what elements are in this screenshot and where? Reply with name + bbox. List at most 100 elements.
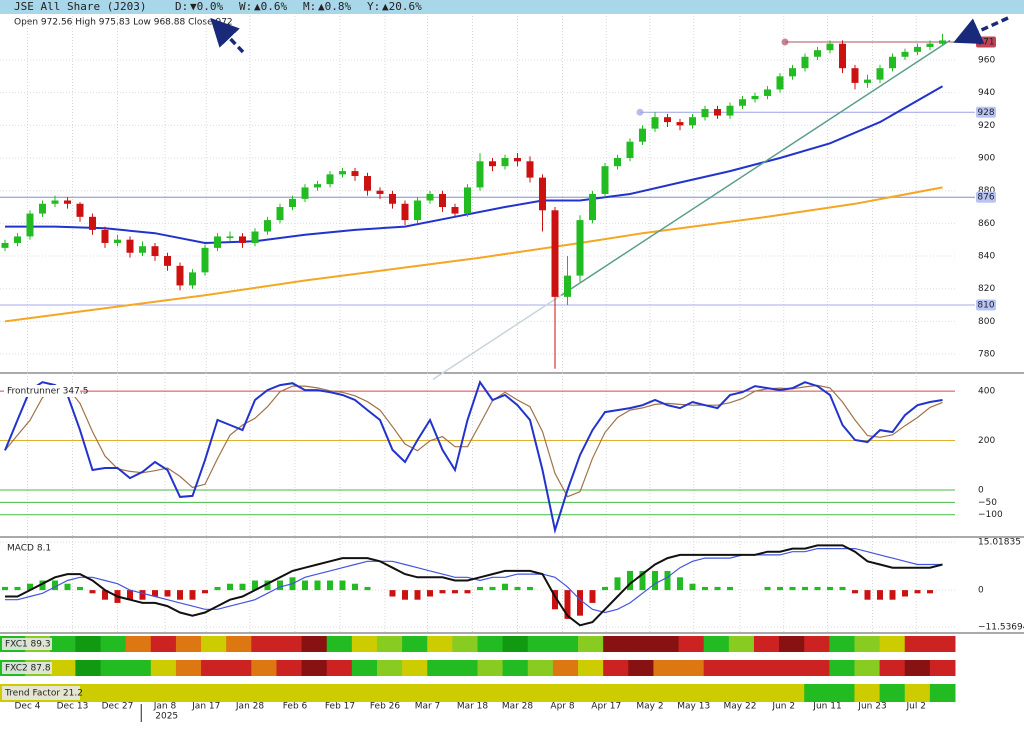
heat-cell xyxy=(402,636,428,652)
y-tick-label: 940 xyxy=(978,88,995,98)
histogram-bar xyxy=(439,590,446,594)
histogram-bar xyxy=(189,590,196,600)
histogram-bar xyxy=(77,586,83,591)
stat-change: ▲0.8% xyxy=(318,0,351,13)
histogram-bar xyxy=(339,580,346,591)
heat-cell xyxy=(301,660,328,676)
heat-cell xyxy=(929,684,956,702)
heat-cell xyxy=(201,660,227,676)
heat-cell xyxy=(753,636,780,652)
candle-body xyxy=(526,161,534,178)
heat-cell xyxy=(201,636,227,652)
stat-change: ▲20.6% xyxy=(382,0,422,13)
histogram-bar xyxy=(489,586,496,591)
x-tick-label: Dec 4 xyxy=(14,702,40,712)
heat-cell xyxy=(326,636,353,652)
heat-cell xyxy=(326,660,353,676)
candle-body xyxy=(864,79,871,83)
heat-cell xyxy=(527,636,554,652)
candle-body xyxy=(339,171,346,175)
candle-body xyxy=(789,68,796,77)
heat-cell xyxy=(175,636,202,652)
y-tick-label: 0 xyxy=(978,485,984,495)
candle-body xyxy=(64,200,71,204)
heat-cell xyxy=(779,636,805,652)
histogram-bar xyxy=(689,583,696,591)
x-tick-label: May 22 xyxy=(724,702,757,712)
stat-change: ▲0.6% xyxy=(254,0,287,13)
heat-label-bg xyxy=(2,662,52,674)
candle-body xyxy=(901,51,909,57)
candle-body xyxy=(426,193,434,201)
heat-cell xyxy=(678,660,705,676)
y-tick-label: 900 xyxy=(978,154,995,164)
candle-body xyxy=(814,50,821,57)
histogram-bar xyxy=(927,590,933,594)
heat-cell xyxy=(301,684,328,702)
histogram-bar xyxy=(714,586,721,591)
y-tick-label: 860 xyxy=(978,219,995,229)
heat-cell xyxy=(804,636,830,652)
histogram-bar xyxy=(139,590,146,600)
histogram-bar xyxy=(364,586,371,591)
heat-cell xyxy=(100,684,127,702)
x-tick-label: Dec 13 xyxy=(57,702,89,712)
heat-cell xyxy=(100,660,127,676)
candle-body xyxy=(439,193,446,208)
heat-cell xyxy=(427,660,453,676)
heat-cell xyxy=(175,660,202,676)
y-tick-label: 800 xyxy=(978,317,995,327)
heat-cell xyxy=(603,660,629,676)
histogram-bar xyxy=(202,590,208,594)
x-tick-label: May 2 xyxy=(636,702,663,712)
heat-cell xyxy=(75,684,102,702)
candle-body xyxy=(564,275,571,297)
histogram-bar xyxy=(639,570,646,591)
histogram-bar xyxy=(52,580,58,591)
histogram-bar xyxy=(864,590,871,600)
histogram-bar xyxy=(264,580,271,591)
heat-cell xyxy=(402,660,428,676)
candle-body xyxy=(551,210,559,297)
candle-body xyxy=(1,242,9,248)
candle-body xyxy=(676,122,684,126)
histogram-bar xyxy=(452,590,458,594)
histogram-bar xyxy=(727,586,733,591)
candle-body xyxy=(476,161,484,188)
y-tick-label: 400 xyxy=(978,387,995,397)
candle-body xyxy=(764,89,771,96)
x-tick-label: Mar 18 xyxy=(457,702,489,712)
level-box xyxy=(976,299,996,311)
candle-body xyxy=(751,95,759,100)
heat-cell xyxy=(427,684,453,702)
histogram-bar xyxy=(777,586,783,591)
heat-cell xyxy=(603,636,629,652)
stat-label: Y: xyxy=(367,0,380,13)
x-tick-label: Dec 27 xyxy=(102,702,134,712)
heat-cell xyxy=(452,660,478,676)
histogram-bar xyxy=(889,590,896,600)
candle-body xyxy=(39,203,46,214)
heat-cell xyxy=(226,636,252,652)
candle-body xyxy=(939,40,946,44)
heat-cell xyxy=(351,660,378,676)
heat-cell xyxy=(301,636,328,652)
candle-body xyxy=(664,117,671,123)
heat-cell xyxy=(75,636,102,652)
candle-body xyxy=(176,265,184,286)
year-label: 2025 xyxy=(155,712,178,722)
heat-label: FXC2 87.8 xyxy=(5,664,51,674)
histogram-bar xyxy=(239,583,246,591)
heat-cell xyxy=(376,684,403,702)
heat-cell xyxy=(201,684,227,702)
heat-cell xyxy=(879,684,906,702)
heat-cell xyxy=(628,660,654,676)
candle-body xyxy=(76,203,84,217)
candle-body xyxy=(626,141,634,159)
level-anchor xyxy=(781,38,789,46)
heat-cell xyxy=(854,684,881,702)
histogram-bar xyxy=(914,590,921,594)
x-tick-label: Apr 8 xyxy=(550,702,574,712)
candle-body xyxy=(514,158,521,162)
heat-cell xyxy=(100,636,127,652)
